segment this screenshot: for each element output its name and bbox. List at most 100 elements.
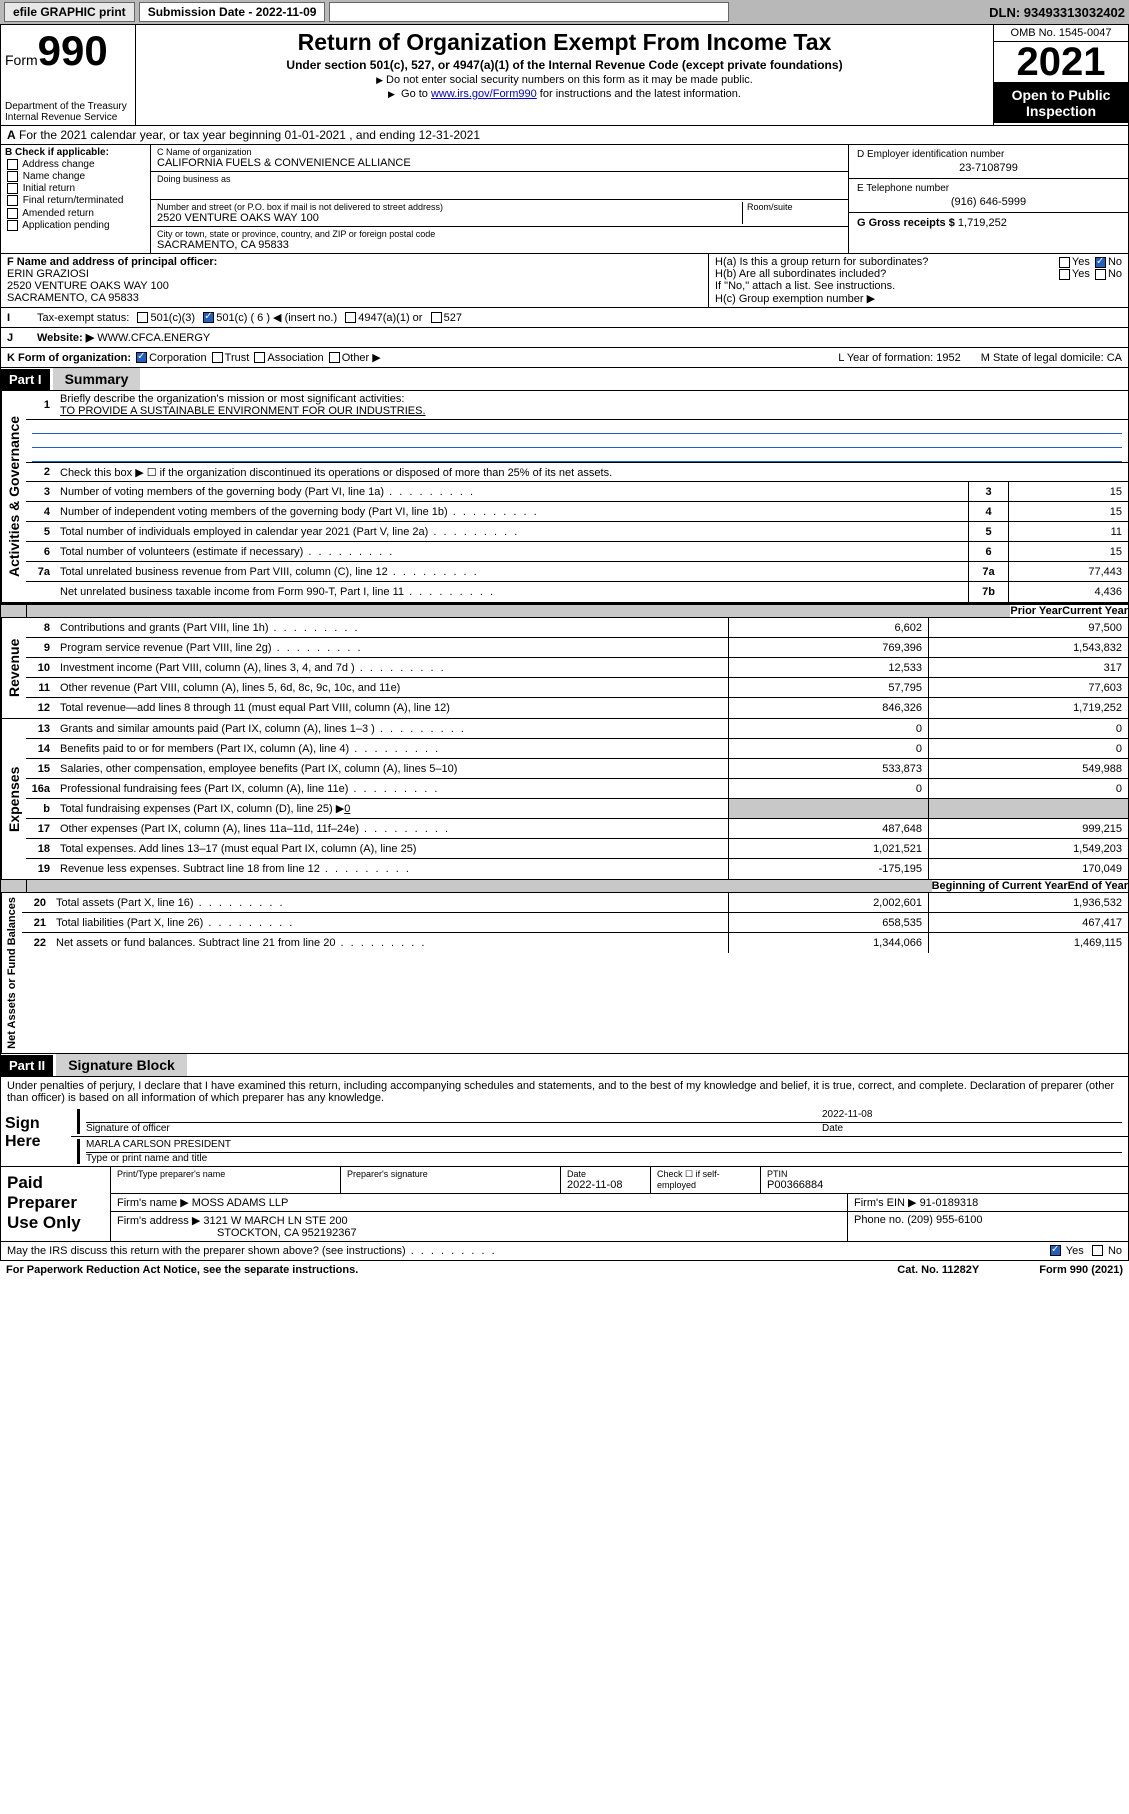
ssn-note: Do not enter social security numbers on … xyxy=(140,74,989,86)
check-initial-return[interactable]: Initial return xyxy=(5,183,146,194)
summary-governance: Activities & Governance 1Briefly describ… xyxy=(0,391,1129,603)
form-title: Return of Organization Exempt From Incom… xyxy=(140,29,989,56)
prior-current-hdr: Prior Year Current Year xyxy=(0,603,1129,618)
ha-label: H(a) Is this a group return for subordin… xyxy=(715,256,928,268)
irs-link[interactable]: www.irs.gov/Form990 xyxy=(431,88,537,100)
form-label: Form xyxy=(5,52,38,68)
v7b: 4,436 xyxy=(1008,582,1128,602)
cat-no: Cat. No. 11282Y xyxy=(897,1264,979,1276)
addr-label: Number and street (or P.O. box if mail i… xyxy=(157,202,742,212)
vert-governance: Activities & Governance xyxy=(1,391,26,602)
part1-title: Summary xyxy=(53,368,141,390)
paid-preparer-label: Paid Preparer Use Only xyxy=(1,1167,111,1241)
col-d-ein: D Employer identification number 23-7108… xyxy=(848,145,1128,253)
part2-title: Signature Block xyxy=(56,1054,187,1076)
signature-block: Under penalties of perjury, I declare th… xyxy=(0,1077,1129,1167)
officer-addr2: SACRAMENTO, CA 95833 xyxy=(7,292,139,304)
efile-btn[interactable]: efile GRAPHIC print xyxy=(4,2,135,22)
check-app-pending[interactable]: Application pending xyxy=(5,220,146,231)
state-domicile: M State of legal domicile: CA xyxy=(981,352,1122,364)
form-number: 990 xyxy=(38,27,108,74)
ein-value: 23-7108799 xyxy=(857,162,1120,174)
ein-label: D Employer identification number xyxy=(857,149,1120,160)
year-formation: L Year of formation: 1952 xyxy=(838,352,961,364)
c-name-label: C Name of organization xyxy=(157,147,842,157)
open-public-badge: Open to Public Inspection xyxy=(994,82,1128,123)
tax-year: 2021 xyxy=(994,42,1128,82)
hc-label: H(c) Group exemption number ▶ xyxy=(715,292,1122,305)
phone-label: E Telephone number xyxy=(857,183,1120,194)
dba-label: Doing business as xyxy=(157,174,842,184)
org-address: 2520 VENTURE OAKS WAY 100 xyxy=(157,212,742,224)
check-address-change[interactable]: Address change xyxy=(5,159,146,170)
firm-name: MOSS ADAMS LLP xyxy=(192,1197,289,1209)
sig-date: 2022-11-08 xyxy=(822,1109,1122,1123)
firm-addr1: 3121 W MARCH LN STE 200 xyxy=(203,1215,347,1227)
irs-discuss-row: May the IRS discuss this return with the… xyxy=(0,1242,1129,1261)
firm-ein: 91-0189318 xyxy=(920,1197,979,1209)
check-amended[interactable]: Amended return xyxy=(5,208,146,219)
row-a-tax-year: A For the 2021 calendar year, or tax yea… xyxy=(0,126,1129,145)
beg-year-hdr: Beginning of Current Year xyxy=(932,880,1068,892)
officer-name: ERIN GRAZIOSI xyxy=(7,268,89,280)
vert-expenses: Expenses xyxy=(1,719,26,879)
dln: DLN: 93493313032402 xyxy=(989,5,1125,20)
mission-text: TO PROVIDE A SUSTAINABLE ENVIRONMENT FOR… xyxy=(60,405,426,417)
room-label: Room/suite xyxy=(742,202,842,224)
part2-label: Part II xyxy=(1,1055,53,1076)
hb-label: H(b) Are all subordinates included? xyxy=(715,268,886,280)
v4: 15 xyxy=(1008,502,1128,521)
end-year-hdr: End of Year xyxy=(1068,880,1128,892)
f-label: F Name and address of principal officer: xyxy=(7,256,217,268)
summary-net-assets: Net Assets or Fund Balances 20Total asse… xyxy=(0,893,1129,1054)
submission-date: Submission Date - 2022-11-09 xyxy=(139,2,326,22)
website-value: WWW.CFCA.ENERGY xyxy=(97,332,210,344)
gross-label: G Gross receipts $ xyxy=(857,217,955,229)
firm-addr2: STOCKTON, CA 952192367 xyxy=(217,1227,357,1239)
v3: 15 xyxy=(1008,482,1128,501)
hb-note: If "No," attach a list. See instructions… xyxy=(715,280,1122,292)
prior-year-hdr: Prior Year xyxy=(1010,605,1062,617)
vert-net-assets: Net Assets or Fund Balances xyxy=(1,893,22,1053)
topbar: efile GRAPHIC print Submission Date - 20… xyxy=(0,0,1129,24)
sign-here-label: Sign Here xyxy=(1,1107,71,1166)
form-ref: Form 990 (2021) xyxy=(1039,1264,1123,1276)
org-city: SACRAMENTO, CA 95833 xyxy=(157,239,842,251)
declaration-text: Under penalties of perjury, I declare th… xyxy=(1,1077,1128,1107)
firm-phone: (209) 955-6100 xyxy=(907,1214,982,1226)
beg-end-hdr: Beginning of Current Year End of Year xyxy=(0,880,1129,893)
instructions-link-row: Go to www.irs.gov/Form990 for instructio… xyxy=(140,88,989,100)
section-bcd: B Check if applicable: Address change Na… xyxy=(0,145,1129,254)
blank-bar xyxy=(329,2,729,22)
irs-label: Internal Revenue Service xyxy=(5,112,131,123)
col-c-org-info: C Name of organization CALIFORNIA FUELS … xyxy=(151,145,848,253)
part1-label: Part I xyxy=(1,369,50,390)
bottom-footer: For Paperwork Reduction Act Notice, see … xyxy=(0,1261,1129,1279)
col-b-checkboxes: B Check if applicable: Address change Na… xyxy=(1,145,151,253)
row-k-form-org: K Form of organization: Corporation Trus… xyxy=(0,348,1129,368)
v6: 15 xyxy=(1008,542,1128,561)
v5: 11 xyxy=(1008,522,1128,541)
part1-header-row: Part I Summary xyxy=(0,368,1129,391)
officer-addr1: 2520 VENTURE OAKS WAY 100 xyxy=(7,280,169,292)
officer-name-title: MARLA CARLSON PRESIDENT xyxy=(86,1139,1122,1153)
check-name-change[interactable]: Name change xyxy=(5,171,146,182)
section-fh: F Name and address of principal officer:… xyxy=(0,254,1129,308)
vert-revenue: Revenue xyxy=(1,618,26,718)
paid-preparer-block: Paid Preparer Use Only Print/Type prepar… xyxy=(0,1167,1129,1242)
form-header: Form990 Department of the Treasury Inter… xyxy=(0,24,1129,126)
phone-value: (916) 646-5999 xyxy=(857,196,1120,208)
check-final-return[interactable]: Final return/terminated xyxy=(5,195,146,206)
summary-expenses: Expenses 13Grants and similar amounts pa… xyxy=(0,719,1129,880)
gross-value: 1,719,252 xyxy=(958,217,1007,229)
summary-revenue: Revenue 8Contributions and grants (Part … xyxy=(0,618,1129,719)
part2-header-row: Part II Signature Block xyxy=(0,1054,1129,1077)
v7a: 77,443 xyxy=(1008,562,1128,581)
ptin: P00366884 xyxy=(767,1179,823,1191)
current-year-hdr: Current Year xyxy=(1062,605,1128,617)
row-j-website: J Website: ▶ WWW.CFCA.ENERGY xyxy=(0,328,1129,348)
city-label: City or town, state or province, country… xyxy=(157,229,842,239)
form-subtitle: Under section 501(c), 527, or 4947(a)(1)… xyxy=(140,58,989,72)
org-name: CALIFORNIA FUELS & CONVENIENCE ALLIANCE xyxy=(157,157,842,169)
row-i-tax-status: I Tax-exempt status: 501(c)(3) 501(c) ( … xyxy=(0,308,1129,328)
